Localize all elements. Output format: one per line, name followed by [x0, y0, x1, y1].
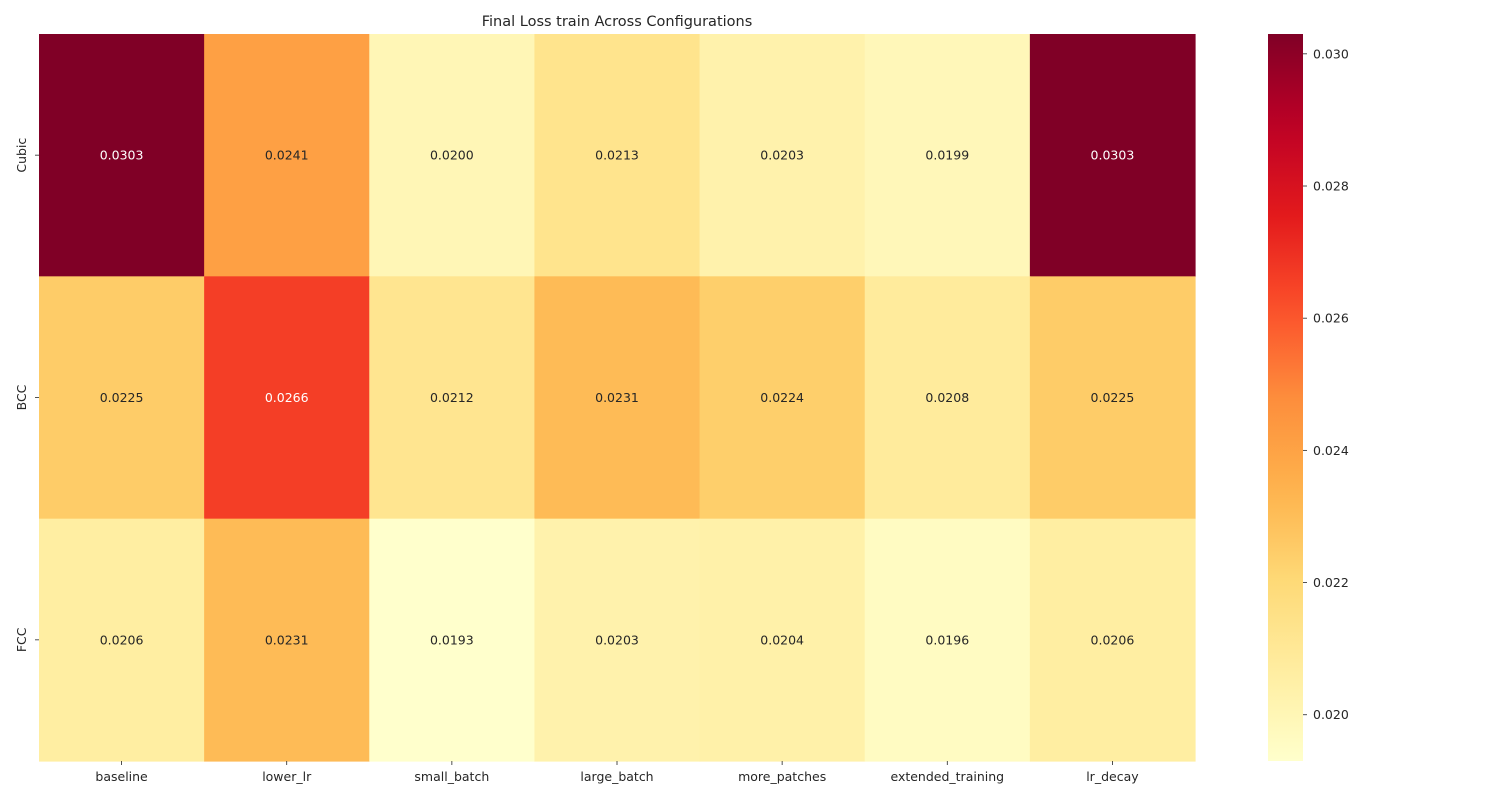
- heatmap-cell: [699, 34, 866, 277]
- cell-value-label: 0.0208: [925, 390, 969, 405]
- heatmap-cell: [534, 34, 701, 277]
- y-tick-label: BCC: [14, 384, 29, 410]
- y-axis: Cubic BCC FCC: [14, 138, 39, 652]
- x-tick-label: extended_training: [890, 769, 1004, 784]
- colorbar-tick-label: 0.020: [1313, 707, 1349, 722]
- colorbar-tick-label: 0.030: [1313, 46, 1349, 61]
- y-tick-label: Cubic: [14, 138, 29, 173]
- cell-value-label: 0.0241: [265, 148, 309, 163]
- colorbar-tick-label: 0.022: [1313, 575, 1349, 590]
- cell-value-label: 0.0203: [760, 148, 804, 163]
- heatmap-cell: [39, 276, 205, 520]
- cell-value-label: 0.0212: [430, 390, 474, 405]
- chart-title: Final Loss train Across Configurations: [482, 14, 753, 30]
- cell-value-label: 0.0213: [595, 148, 639, 163]
- colorbar-tick-label: 0.028: [1313, 179, 1349, 194]
- heatmap-cell: [39, 518, 205, 762]
- heatmap-cell: [864, 34, 1031, 277]
- cell-value-label: 0.0225: [1091, 390, 1135, 405]
- cell-value-label: 0.0225: [100, 390, 144, 405]
- cell-value-label: 0.0231: [595, 390, 639, 405]
- heatmap-cell: [369, 34, 536, 277]
- heatmap-cell: [1029, 518, 1196, 762]
- colorbar-tick-label: 0.026: [1313, 311, 1349, 326]
- cell-value-label: 0.0203: [595, 632, 639, 647]
- colorbar: 0.020 0.022 0.024 0.026 0.028 0.030: [1268, 34, 1349, 761]
- cell-value-label: 0.0200: [430, 148, 474, 163]
- cell-value-label: 0.0303: [1091, 148, 1135, 163]
- heatmap-cell: [204, 518, 370, 762]
- heatmap-cell: [369, 276, 536, 520]
- heatmap-cell: [699, 276, 866, 520]
- colorbar-gradient: [1268, 34, 1303, 761]
- x-tick-label: lower_lr: [262, 769, 312, 784]
- heatmap-cell: [204, 276, 370, 520]
- x-tick-label: large_batch: [580, 769, 653, 784]
- x-axis: baseline lower_lr small_batch large_batch mo…: [95, 761, 1139, 784]
- cell-value-label: 0.0199: [925, 148, 969, 163]
- cell-value-label: 0.0196: [925, 632, 969, 647]
- heatmap-cell: [369, 518, 536, 762]
- heatmap-cell: [204, 34, 370, 277]
- heatmap-cell: [864, 518, 1031, 762]
- cell-value-label: 0.0231: [265, 632, 309, 647]
- cell-value-label: 0.0206: [1091, 632, 1135, 647]
- heatmap-cell: [1029, 276, 1196, 520]
- colorbar-tick-label: 0.024: [1313, 443, 1349, 458]
- heatmap-cell: [39, 34, 205, 277]
- cell-value-label: 0.0266: [265, 390, 309, 405]
- cell-value-label: 0.0204: [760, 632, 804, 647]
- heatmap-cell: [699, 518, 866, 762]
- heatmap-cells: 0.0303 0.0241 0.0200 0.0213 0.0203 0.0199 0.03…: [39, 34, 1196, 762]
- x-tick-label: more_patches: [738, 769, 826, 784]
- x-tick-label: lr_decay: [1086, 769, 1139, 784]
- heatmap-cell: [534, 518, 701, 762]
- heatmap-cell: [1029, 34, 1196, 277]
- cell-value-label: 0.0193: [430, 632, 474, 647]
- cell-value-label: 0.0224: [760, 390, 804, 405]
- heatmap-cell: [534, 276, 701, 520]
- heatmap-cell: [864, 276, 1031, 520]
- cell-value-label: 0.0303: [100, 148, 144, 163]
- y-tick-label: FCC: [14, 627, 29, 652]
- x-tick-label: small_batch: [414, 769, 489, 784]
- x-tick-label: baseline: [95, 769, 148, 784]
- cell-value-label: 0.0206: [100, 632, 144, 647]
